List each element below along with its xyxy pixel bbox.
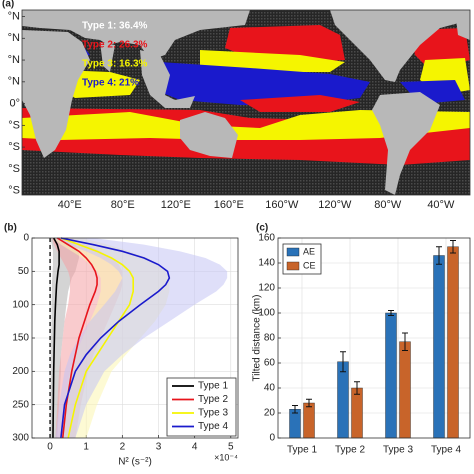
y-tick-label: °S xyxy=(8,185,20,197)
legend-label: Type 1 xyxy=(198,381,228,392)
map xyxy=(22,10,470,195)
y-tick-label: 300 xyxy=(12,433,29,444)
y-tick-label: 20 xyxy=(264,408,276,419)
x-tick-label: 5 xyxy=(228,442,234,453)
y-tick-label: 60 xyxy=(264,358,276,369)
profile-line xyxy=(56,237,98,439)
y-axis-label: Tilted distance (km) xyxy=(252,295,263,382)
y-tick-label: 200 xyxy=(12,366,29,377)
bar xyxy=(433,255,445,439)
y-tick-label: °N xyxy=(8,54,20,66)
error-bar xyxy=(292,405,298,414)
y-tick-label: 0 xyxy=(23,233,29,244)
profile-line xyxy=(60,237,171,439)
profile-line xyxy=(60,237,134,439)
y-tick-label: 160 xyxy=(258,233,275,244)
error-bar xyxy=(436,246,442,265)
legend-entry: Type 4: 21% xyxy=(82,78,139,89)
bar xyxy=(351,387,363,439)
error-bar xyxy=(388,310,394,316)
y-tick-label: 100 xyxy=(12,299,29,310)
x-tick-label: 80°W xyxy=(374,199,402,211)
error-bar xyxy=(306,398,312,408)
region-type3 xyxy=(60,70,140,98)
x-tick-label: 120°W xyxy=(318,199,352,211)
legend-label: CE xyxy=(303,260,316,270)
x-tick-label: 160°W xyxy=(265,199,299,211)
bar xyxy=(447,246,459,439)
y-tick-label: 50 xyxy=(18,266,30,277)
region-type4 xyxy=(150,62,370,105)
y-tick-label: °S xyxy=(8,141,20,153)
panel-label: (b) xyxy=(4,223,17,234)
spread-band xyxy=(53,238,228,438)
x-tick-label: 40°E xyxy=(58,199,82,211)
y-tick-label: 120 xyxy=(258,283,275,294)
error-bar xyxy=(354,381,360,395)
bar xyxy=(337,361,349,439)
y-tick-label: 80 xyxy=(264,333,276,344)
x-tick-label: Type 4 xyxy=(431,445,461,456)
x-tick-label: 120°E xyxy=(161,199,191,211)
x-tick-label: 0 xyxy=(47,442,53,453)
panel-label: (a) xyxy=(2,0,14,10)
y-tick-label: 150 xyxy=(12,333,29,344)
region-type3 xyxy=(200,50,345,72)
axes-frame xyxy=(31,237,239,439)
spread-band xyxy=(50,238,79,438)
x-tick-label: 160°E xyxy=(214,199,244,211)
panel-label: (c) xyxy=(256,223,268,234)
x-tick-label: Type 1 xyxy=(287,445,317,456)
error-bar xyxy=(450,240,456,254)
y-tick-label: 40 xyxy=(264,383,276,394)
panel-c: (c) 0 20 40 60 80 100 120 140 160 Type 1 Type 2 Type… xyxy=(252,223,471,456)
legend-swatch xyxy=(286,247,300,257)
x-tick-label: 1 xyxy=(83,442,89,453)
legend-swatch xyxy=(286,261,300,271)
profile-line xyxy=(52,237,60,439)
bar xyxy=(385,312,397,439)
y-tick-label: 250 xyxy=(12,399,29,410)
x-tick-label: 4 xyxy=(192,442,198,453)
legend-entry: Type 2: 26.3% xyxy=(82,40,148,51)
bar xyxy=(289,409,301,439)
error-bar xyxy=(340,351,346,373)
land xyxy=(22,10,470,195)
map-frame xyxy=(21,9,471,196)
legend-entry: Type 3: 16.3% xyxy=(82,59,148,70)
region-type3 xyxy=(22,110,470,140)
panel-a: (a) 40°E 80°E 120°E 160°E 160°W 120°W 80°W 40°W °… xyxy=(2,0,455,211)
bar xyxy=(303,402,315,439)
bar xyxy=(399,341,411,439)
y-tick-label: °N xyxy=(8,76,20,88)
x-tick-label: 2 xyxy=(120,442,126,453)
legend-entry: Type 1: 36.4% xyxy=(82,21,148,32)
y-tick-label: 100 xyxy=(258,308,275,319)
y-tick-label: °N xyxy=(8,32,20,44)
legend-label: AE xyxy=(303,246,315,256)
x-tick-label: 3 xyxy=(156,442,162,453)
x-tick-label: Type 3 xyxy=(383,445,413,456)
error-bar xyxy=(402,332,408,351)
region-type2 xyxy=(240,95,360,112)
x-tick-label: Type 2 xyxy=(335,445,365,456)
x-axis-label: N² (s⁻²) xyxy=(118,457,152,468)
legend-label: Type 4 xyxy=(198,421,228,432)
x-multiplier: ×10⁻⁴ xyxy=(214,452,238,462)
y-tick-label: °S xyxy=(8,163,20,175)
x-tick-label: 80°E xyxy=(111,199,135,211)
y-tick-label: 140 xyxy=(258,258,275,269)
y-tick-label: 0 xyxy=(269,433,275,444)
y-tick-label: °N xyxy=(8,10,20,22)
x-tick-label: 40°W xyxy=(427,199,455,211)
legend-label: Type 3 xyxy=(198,408,228,419)
legend-label: Type 2 xyxy=(198,394,228,405)
axes-frame xyxy=(277,237,471,439)
y-tick-label: 0° xyxy=(9,97,20,109)
y-tick-label: °S xyxy=(8,119,20,131)
